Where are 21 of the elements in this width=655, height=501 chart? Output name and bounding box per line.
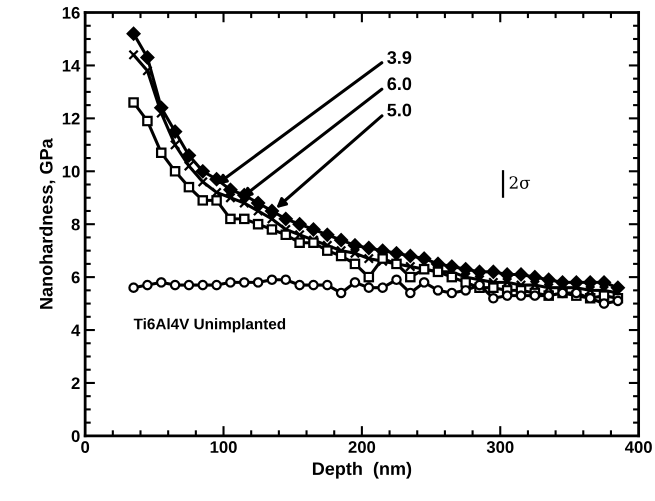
x-tick-label: 300 — [486, 441, 514, 453]
y-tick-label: 2 — [72, 377, 80, 389]
y-tick-label: 0 — [72, 430, 80, 442]
x-tick-label: 400 — [624, 441, 652, 453]
y-tick-label: 8 — [72, 218, 80, 230]
x-axis-title: Depth (nm) — [312, 462, 412, 479]
annotation: 3.9 — [387, 51, 412, 64]
y-tick-label: 6 — [72, 272, 80, 284]
x-tick-label: 100 — [210, 441, 237, 453]
y-tick-label: 14 — [62, 60, 80, 72]
x-tick-label: 200 — [348, 441, 376, 453]
annotation: 6.0 — [387, 77, 412, 90]
y-tick-label: 12 — [62, 112, 80, 124]
x-tick-label: 0 — [81, 441, 90, 453]
series-label: Ti6Al4V Unimplanted — [134, 318, 286, 332]
y-axis-title: Nanohardness, GPa — [39, 138, 56, 309]
annotation: 5.0 — [387, 104, 412, 116]
y-tick-label: 4 — [71, 324, 80, 336]
annotation: 2σ — [510, 176, 530, 189]
y-tick-label: 16 — [62, 6, 80, 19]
y-tick-label: 10 — [62, 166, 80, 178]
